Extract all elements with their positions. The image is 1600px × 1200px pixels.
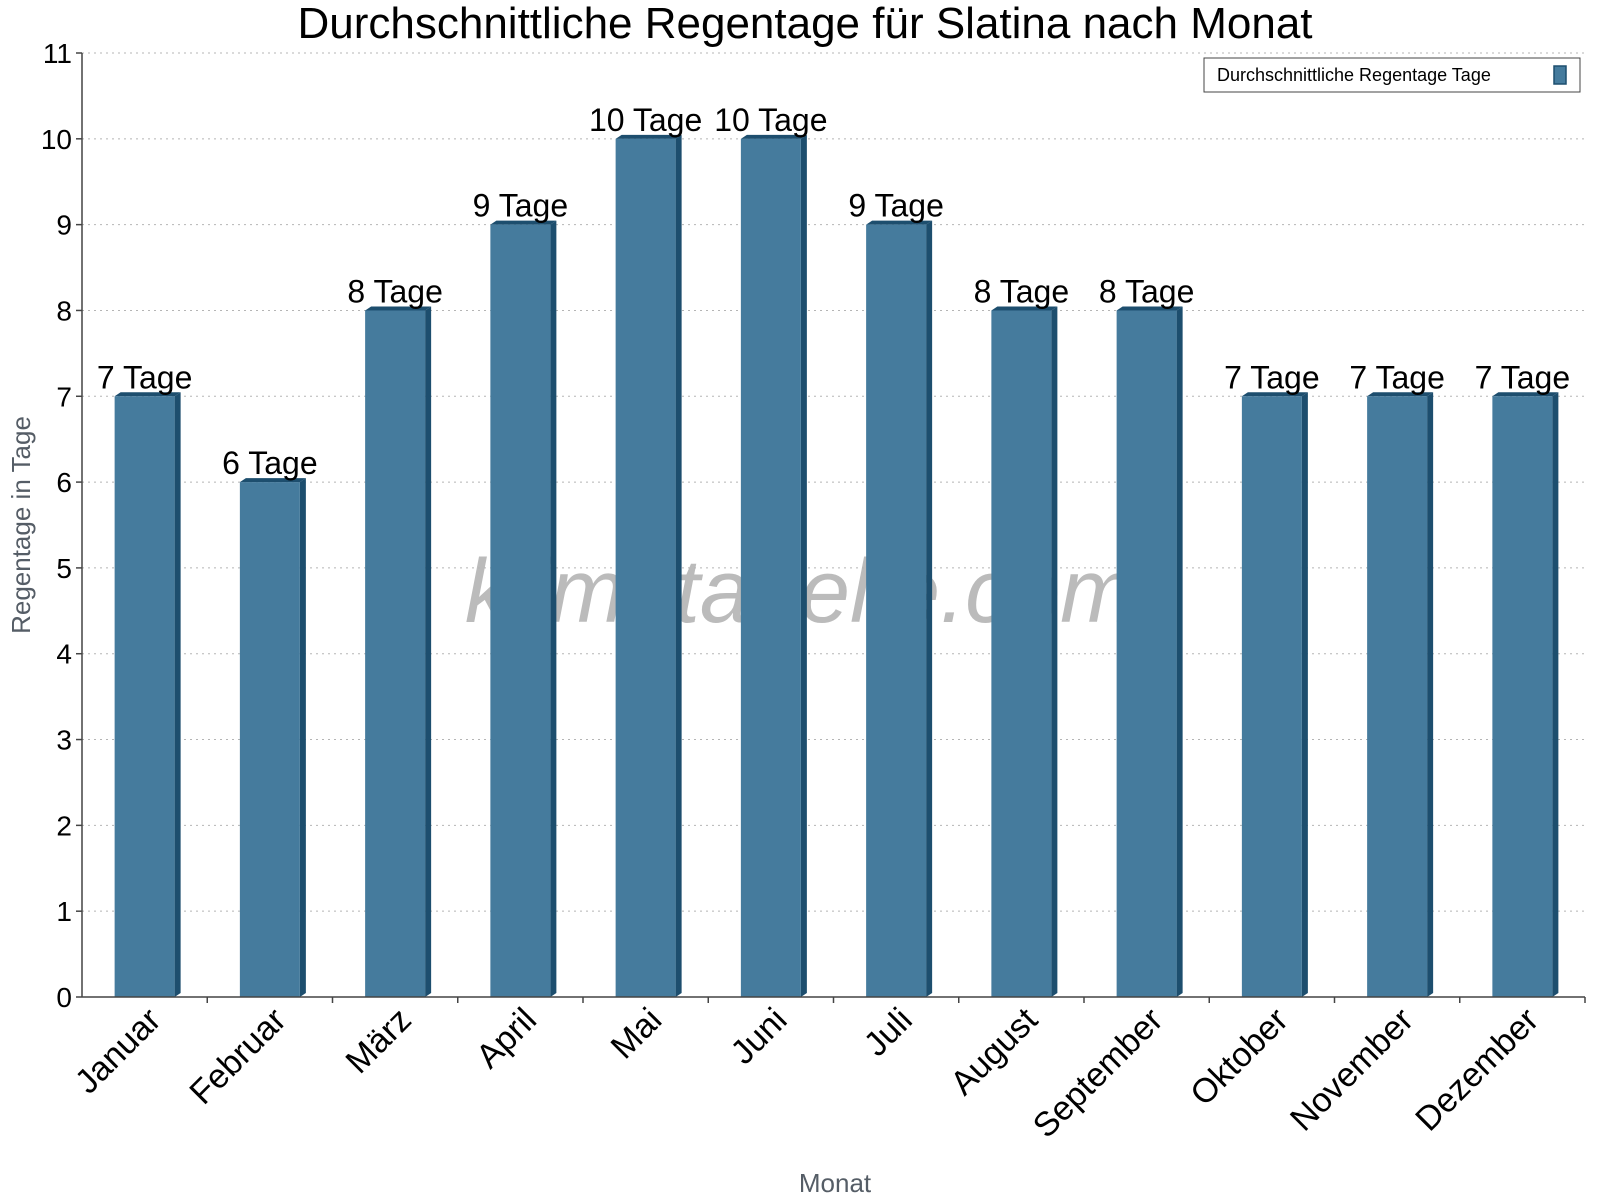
y-tick-label: 10 (41, 124, 72, 155)
y-tick-label: 8 (56, 295, 72, 326)
bar-mai (615, 134, 682, 997)
x-tick-labels: Januar Februar März April Mai Juni Juli AugustS… (68, 997, 1586, 1145)
y-axis-label: Regentage in Tage (6, 416, 36, 634)
bar-front (740, 138, 801, 997)
bar-side (550, 220, 557, 998)
y-tick-label: 2 (56, 810, 72, 841)
axes (81, 53, 1585, 998)
bar-august (991, 306, 1058, 997)
data-label: 8 Tage (347, 273, 443, 309)
bar-januar (114, 392, 181, 998)
x-tick-label: September (1026, 1001, 1170, 1145)
x-tick-label: Januar (68, 1001, 168, 1101)
x-axis-label: Monat (799, 1168, 872, 1198)
y-tick-label: 6 (56, 467, 72, 498)
x-tick-label: Oktober (1183, 1001, 1295, 1113)
bar-side (800, 134, 807, 997)
y-tick-labels: 0 1 2 3 4 5 6 7 8 9 10 11 (41, 38, 82, 1013)
bar-top (740, 134, 807, 139)
bar-side (675, 134, 682, 997)
bar-top (114, 392, 181, 397)
data-label: 9 Tage (473, 188, 569, 224)
bar-front (114, 396, 175, 998)
bar-september (1116, 306, 1183, 997)
bar-dezember (1492, 392, 1559, 998)
bar-april (490, 220, 557, 998)
bar-front (239, 482, 300, 997)
data-label: 7 Tage (1349, 359, 1445, 395)
x-tick-label: Dezember (1408, 1001, 1546, 1139)
data-label: 8 Tage (974, 273, 1070, 309)
bar-front (1116, 310, 1177, 997)
x-tick-label: März (338, 1001, 418, 1081)
bar-november (1367, 392, 1434, 998)
y-tick-label: 4 (56, 639, 72, 670)
data-label: 7 Tage (1224, 359, 1320, 395)
bar-front (1241, 396, 1302, 998)
y-tick-label: 7 (56, 381, 72, 412)
bar-side (174, 392, 181, 998)
grid-lines (82, 52, 1585, 912)
x-tick-label: Februar (182, 1001, 293, 1112)
bar-top (1492, 392, 1559, 397)
bar-side (1176, 306, 1183, 997)
bar-juni (740, 134, 807, 997)
data-label: 7 Tage (1475, 359, 1571, 395)
bar-juli (866, 220, 933, 998)
x-tick-label: Juli (857, 1001, 920, 1064)
data-label: 6 Tage (222, 445, 318, 481)
bar-top (239, 478, 306, 483)
bar-side (299, 478, 306, 997)
data-label: 9 Tage (848, 188, 944, 224)
bar-side (1301, 392, 1308, 998)
bar-februar (239, 478, 306, 997)
y-tick-label: 3 (56, 725, 72, 756)
y-tick-label: 5 (56, 553, 72, 584)
bar-front (1367, 396, 1428, 998)
data-labels: 7 Tage 6 Tage 8 Tage 9 Tage 10 Tage 10 Tage 9 … (97, 102, 1570, 481)
chart-title: Durchschnittliche Regentage für Slatina … (297, 0, 1312, 48)
bar-top (1241, 392, 1308, 397)
legend-swatch (1553, 65, 1567, 85)
bar-side (1051, 306, 1058, 997)
legend-box (1203, 57, 1581, 93)
bar-top (490, 220, 557, 225)
y-tick-label: 1 (56, 896, 72, 927)
bar-top (365, 306, 432, 311)
bar-märz (365, 306, 432, 997)
bar-front (866, 224, 927, 998)
bar-oktober (1241, 392, 1308, 998)
bar-side (926, 220, 933, 998)
x-tick-label: Mai (604, 1001, 670, 1067)
bar-top (991, 306, 1058, 311)
y-tick-label: 0 (56, 982, 72, 1013)
x-tick-label: August (943, 1000, 1045, 1102)
bar-top (615, 134, 682, 139)
bar-side (1552, 392, 1559, 998)
x-tick-label: April (469, 1001, 544, 1076)
data-label: 7 Tage (97, 359, 193, 395)
x-tick-label: November (1283, 1001, 1421, 1139)
bar-front (365, 310, 426, 997)
bar-top (1367, 392, 1434, 397)
x-tick-label: Juni (724, 1001, 795, 1072)
y-tick-label: 9 (56, 210, 72, 241)
bar-side (1427, 392, 1434, 998)
bars (114, 134, 1559, 998)
bar-front (991, 310, 1052, 997)
bar-top (866, 220, 933, 225)
bar-front (490, 224, 551, 998)
bar-front (1492, 396, 1553, 998)
bar-front (615, 138, 676, 997)
legend: Durchschnittliche Regentage Tage (1203, 57, 1581, 93)
legend-label: Durchschnittliche Regentage Tage (1217, 65, 1491, 85)
y-tick-label: 11 (43, 38, 72, 69)
data-label: 8 Tage (1099, 273, 1195, 309)
bar-top (1116, 306, 1183, 311)
data-label: 10 Tage (589, 102, 702, 138)
bar-side (425, 306, 432, 997)
data-label: 10 Tage (714, 102, 827, 138)
